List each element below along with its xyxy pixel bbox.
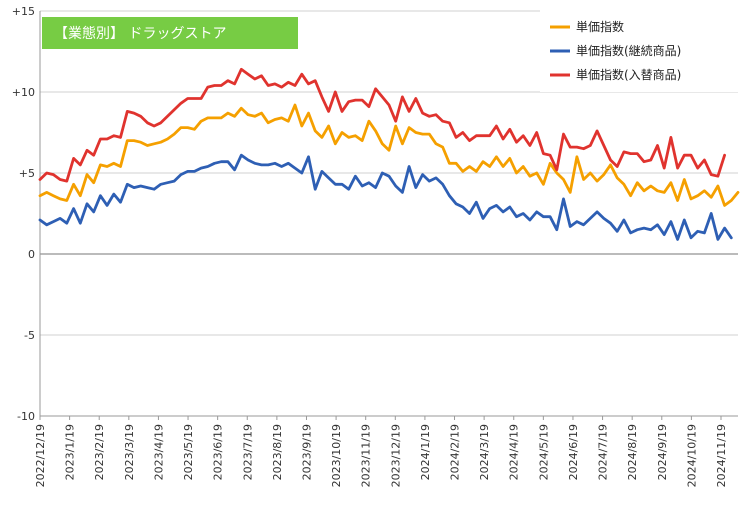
x-tick-label: 2023/4/19 [152,424,165,480]
x-tick-label: 2023/3/19 [123,424,136,480]
x-tick-label: 2023/5/19 [182,424,195,480]
series-line-2 [38,153,733,241]
x-tick-label: 2023/10/19 [330,424,343,487]
legend-background [540,8,740,92]
y-tick-label: +5 [19,167,35,180]
x-tick-label: 2024/4/19 [508,424,521,480]
x-tick-label: 2024/10/19 [685,424,698,487]
x-tick-label: 2023/9/19 [300,424,313,480]
x-tick-label: 2024/9/19 [656,424,669,480]
x-tick-label: 2024/5/19 [537,424,550,480]
x-tick-label: 2024/6/19 [567,424,580,480]
x-tick-label: 2023/8/19 [271,424,284,480]
series-line-3 [38,67,726,183]
series-line-1 [38,103,740,207]
legend-entry: 単価指数(継続商品) [576,43,681,58]
x-tick-label: 2022/12/19 [34,424,47,487]
x-axis-ticks: 2022/12/19 2023/1/19 2023/2/19 2023/3/19 202… [34,416,728,487]
x-tick-label: 2023/12/19 [389,424,402,487]
x-tick-label: 2024/8/19 [626,424,639,480]
x-tick-label: 2023/11/19 [360,424,373,487]
legend-entry: 単価指数(入替商品) [576,67,681,82]
x-tick-label: 2024/2/19 [449,424,462,480]
chart-title: 【業態別】 ドラッグストア [54,26,226,42]
x-tick-label: 2024/1/19 [419,424,432,480]
y-tick-label: -5 [24,329,35,342]
y-tick-label: +15 [12,5,35,18]
y-tick-label: +10 [12,86,35,99]
y-axis-ticks: +15 +10 +5 0 -5 -10 [12,5,35,423]
x-tick-label: 2023/6/19 [212,424,225,480]
x-tick-label: 2023/2/19 [93,424,106,480]
series-lines [38,67,740,241]
y-tick-label: -10 [17,410,35,423]
y-tick-label: 0 [28,248,35,261]
legend-entry: 単価指数 [576,19,624,34]
x-tick-label: 2023/1/19 [64,424,77,480]
chart-title-box: 【業態別】 ドラッグストア [42,17,298,49]
x-tick-label: 2023/7/19 [241,424,254,480]
x-tick-label: 2024/3/19 [478,424,491,480]
x-tick-label: 2024/7/19 [597,424,610,480]
x-tick-label: 2024/11/19 [715,424,728,487]
